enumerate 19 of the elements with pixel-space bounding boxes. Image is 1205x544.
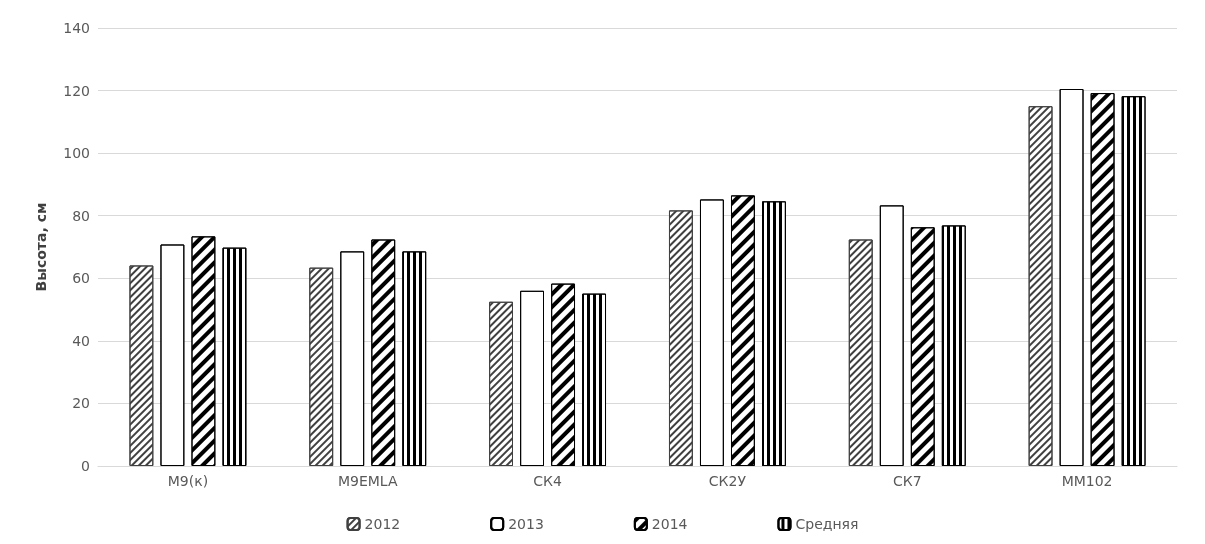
y-tick-label: 140 xyxy=(63,20,90,36)
x-tick-label: M9EMLA xyxy=(337,473,398,489)
x-tick-label: СК7 xyxy=(892,473,922,489)
x-tick-label: СК4 xyxy=(533,473,562,489)
y-tick-label: 100 xyxy=(63,145,90,162)
y-tick-label: 80 xyxy=(72,207,90,224)
x-tick-label: М9(к) xyxy=(167,473,209,489)
legend-label: Средняя xyxy=(795,516,859,532)
legend-label: 2013 xyxy=(508,516,544,532)
y-tick-label: 60 xyxy=(72,270,90,287)
y-tick-label: 120 xyxy=(63,82,90,99)
legend-label: 2012 xyxy=(364,516,401,532)
x-tick-label: СК2У xyxy=(708,473,747,489)
x-tick-label: ММ102 xyxy=(1061,473,1113,489)
y-tick-label: 0 xyxy=(81,458,90,474)
y-tick-label: 40 xyxy=(72,332,90,349)
legend-label: 2014 xyxy=(651,516,688,532)
y-axis-title: Высота, см xyxy=(33,202,49,292)
y-tick-label: 20 xyxy=(72,395,90,412)
